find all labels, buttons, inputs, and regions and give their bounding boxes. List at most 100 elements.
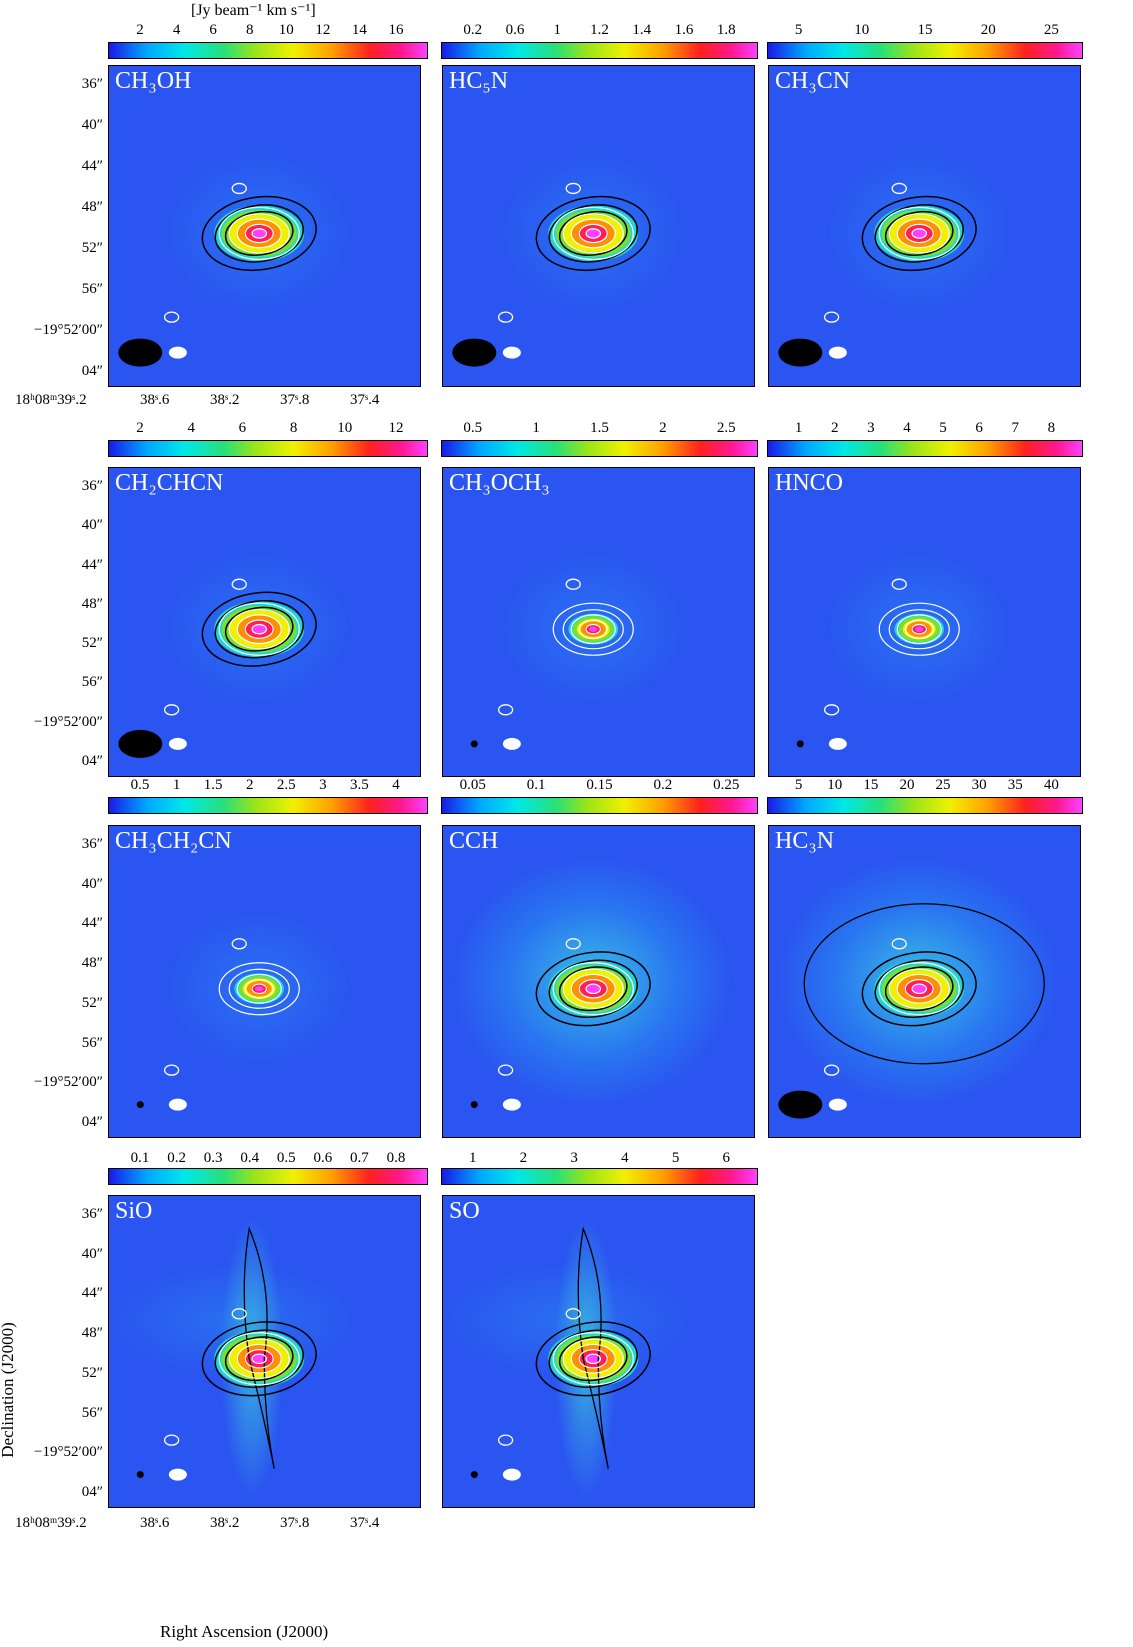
colorbar-ticks-10: 1 2 3 4 5 6 — [441, 1150, 758, 1170]
white-contour — [891, 938, 907, 950]
black-contour — [201, 591, 317, 667]
colorbar-tick-label: 0.05 — [459, 777, 486, 793]
contour-overlay — [452, 182, 651, 367]
continuum-beam-icon — [828, 737, 847, 750]
dec-tick-label: 04″ — [81, 1114, 103, 1130]
black-contour — [803, 903, 1045, 1065]
map-panel-2: CH₃CN — [768, 65, 1081, 387]
colorbar-tick-label: 0.7 — [350, 1150, 369, 1166]
emission-core-level — [251, 1354, 267, 1364]
map-panel-4: CH₃OCH₃ — [442, 467, 755, 777]
ra-tick-label: 38ˢ.6 — [140, 392, 170, 408]
white-contour — [497, 311, 514, 323]
emission-core-level — [911, 984, 927, 994]
colorbar-tick-label: 2 — [245, 777, 254, 793]
white-contour — [562, 1338, 624, 1379]
dec-tick-label: 40″ — [81, 117, 103, 133]
colorbar-10 — [441, 1168, 758, 1185]
white-contour — [570, 973, 616, 1004]
molecule-label: CH₃CN — [775, 68, 851, 94]
white-contour — [236, 218, 282, 249]
white-contour — [497, 1064, 514, 1076]
colorbar-6 — [108, 797, 428, 814]
colorbar-tick-label: 10 — [278, 22, 294, 38]
colorbar-tick-label: 7 — [1011, 420, 1020, 436]
colorbar-tick-label: 4 — [621, 1150, 629, 1166]
colorbar-tick-label: 12 — [315, 22, 331, 38]
line-beam-icon — [136, 1471, 144, 1479]
white-contour — [251, 228, 268, 239]
colorbar-tick-label: 30 — [971, 777, 987, 793]
colorbar-tick-label: 0.2 — [463, 22, 483, 38]
colorbar-tick-label: 14 — [351, 22, 367, 38]
line-beam-icon — [118, 338, 163, 367]
ra-tick-label: 38ˢ.6 — [140, 1515, 170, 1531]
white-contour — [552, 206, 634, 261]
white-contour — [578, 1349, 608, 1369]
dec-tick-label: −19°52′00″ — [34, 1074, 103, 1091]
white-contour — [891, 578, 907, 590]
colorbar-tick-label: 5 — [794, 22, 803, 38]
dec-tick-label: 36″ — [81, 76, 103, 92]
colorbar-2 — [767, 42, 1083, 59]
colorbar-tick-label: 1.8 — [716, 22, 736, 38]
molecule-label: CCH — [449, 828, 499, 854]
continuum-beam-icon — [502, 737, 521, 750]
dec-tick-label: 44″ — [81, 158, 103, 174]
colorbar-tick-label: 0.6 — [505, 22, 525, 38]
dec-tick-label: 52″ — [81, 994, 103, 1011]
outflow-contour — [577, 1226, 609, 1469]
white-contour — [585, 983, 602, 995]
white-contour — [562, 968, 624, 1009]
molecule-label: HC₅N — [449, 68, 509, 94]
dec-tick-label: 04″ — [81, 1484, 103, 1500]
colorbar-tick-label: 8 — [289, 420, 298, 436]
white-contour — [231, 578, 247, 590]
white-contour — [231, 938, 247, 950]
black-contour — [558, 966, 628, 1012]
black-contour — [861, 951, 977, 1027]
white-contour — [565, 578, 581, 590]
white-contour — [228, 1338, 290, 1379]
colorbar-tick-label: 0.15 — [586, 777, 613, 793]
white-contour — [236, 614, 282, 645]
colorbar-tick-label: 1.2 — [590, 22, 609, 38]
contour-overlay — [470, 1226, 651, 1481]
white-contour — [878, 206, 960, 261]
white-contour — [904, 619, 934, 639]
continuum-beam-icon — [168, 1098, 187, 1111]
colorbar-ticks-0: 2 4 6 8 10 12 14 16 — [108, 22, 428, 42]
white-contour — [904, 979, 934, 999]
colorbar-tick-label: 25 — [935, 777, 951, 793]
black-contour — [214, 599, 304, 659]
white-contour — [578, 223, 608, 244]
white-contour — [244, 1349, 274, 1369]
white-contour — [896, 614, 942, 645]
black-contour — [214, 204, 304, 263]
contour-overlay — [136, 938, 300, 1111]
colorbar-tick-label: 0.5 — [463, 420, 483, 436]
line-beam-icon — [118, 729, 163, 758]
colorbar-tick-label: 6 — [209, 22, 217, 38]
dec-tick-label: 48″ — [81, 595, 103, 612]
white-contour — [218, 962, 300, 1016]
colorbar-0 — [108, 42, 428, 59]
emission-core-level — [585, 1354, 601, 1364]
colorbar-ticks-8: 5 10 15 20 25 30 35 40 — [767, 777, 1083, 797]
black-contour — [884, 966, 954, 1012]
colorbar-tick-label: 0.6 — [313, 1150, 333, 1166]
white-contour — [878, 962, 960, 1016]
colorbar-ticks-4: 0.5 1 1.5 2 2.5 — [441, 420, 758, 440]
continuum-beam-icon — [502, 1468, 521, 1481]
white-contour — [896, 973, 942, 1004]
white-contour — [251, 1353, 268, 1365]
colorbar-tick-label: 1 — [532, 420, 540, 436]
colorbar-tick-label: 2 — [136, 420, 144, 436]
colorbar-ticks-3: 2 4 6 8 10 12 — [108, 420, 428, 440]
colorbar-tick-label: 15 — [917, 22, 933, 38]
contour-overlay — [118, 578, 317, 758]
black-contour — [224, 606, 294, 652]
white-contour — [218, 1332, 300, 1386]
map-panel-5: HNCO — [768, 467, 1081, 777]
continuum-beam-icon — [502, 1098, 521, 1111]
